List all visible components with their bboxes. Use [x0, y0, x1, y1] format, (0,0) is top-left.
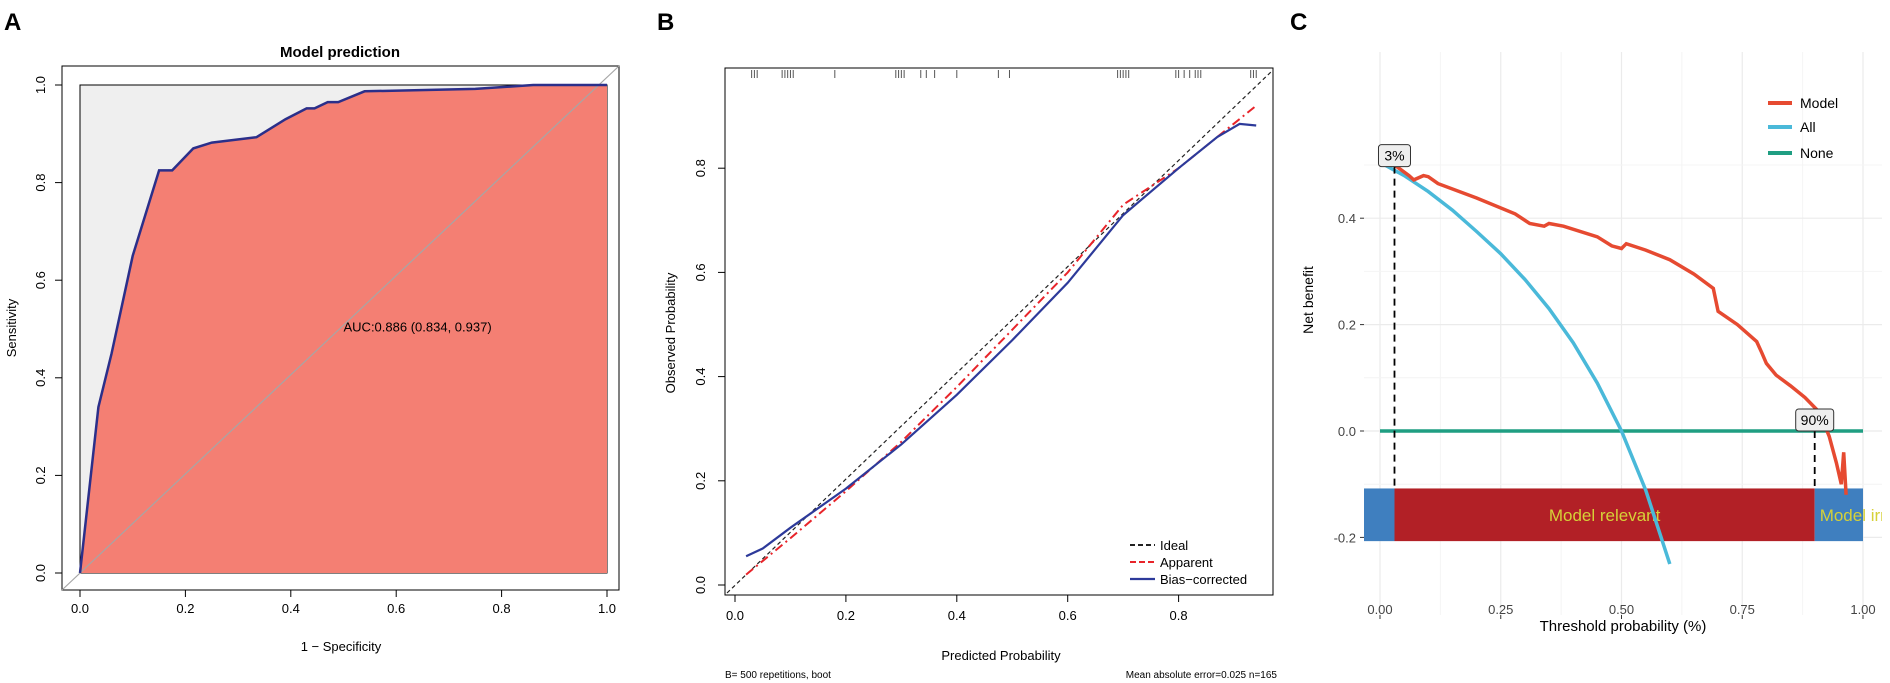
- calibration-x-tick-label: 0.0: [726, 608, 744, 623]
- roc-y-tick-label: 0.8: [33, 174, 48, 192]
- auc-annotation: AUC:0.886 (0.834, 0.937): [344, 319, 492, 334]
- calibration-x-tick-label: 0.6: [1059, 608, 1077, 623]
- roc-y-ticks: 0.0 0.2 0.4 0.6 0.8 1.0: [33, 76, 62, 582]
- roc-x-ticks: 0.0 0.2 0.4 0.6 0.8 1.0: [71, 590, 616, 616]
- model-line: [1393, 163, 1848, 495]
- calibration-y-tick-label: 0.8: [693, 159, 708, 177]
- calibration-x-ticks: 0.0 0.2 0.4 0.6 0.8: [726, 595, 1188, 623]
- all-line: [1383, 163, 1672, 565]
- threshold-text-3: 3%: [1384, 148, 1404, 164]
- calibration-y-tick-label: 0.2: [693, 472, 708, 490]
- dca-x-label: Threshold probability (%): [1540, 618, 1707, 635]
- roc-y-tick-label: 0.2: [33, 466, 48, 484]
- roc-x-tick-label: 1.0: [598, 601, 616, 616]
- roc-y-label: Sensitivity: [4, 298, 19, 357]
- legend-none-label: None: [1800, 145, 1834, 161]
- roc-x-label: 1 − Specificity: [301, 639, 382, 654]
- dca-y-tick-label: 0.4: [1338, 211, 1356, 226]
- calibration-y-tick-label: 0.6: [693, 263, 708, 281]
- band-model-relevant: [1394, 488, 1815, 542]
- roc-auc-area: [80, 85, 607, 573]
- calibration-y-ticks: 0.0 0.2 0.4 0.6 0.8: [693, 159, 725, 594]
- panel-a: A Model prediction 0.0 0.2 0.4 0.6 0.8 1.0 0.…: [4, 9, 620, 654]
- roc-diagonal: [61, 65, 620, 591]
- legend-ideal-label: Ideal: [1160, 538, 1188, 553]
- ideal-line: [726, 69, 1274, 594]
- calibration-y-label: Observed Probability: [663, 272, 678, 393]
- panel-letter-a: A: [4, 9, 21, 36]
- roc-y-tick-label: 1.0: [33, 76, 48, 94]
- band-irrelevant-left: [1364, 488, 1395, 542]
- calibration-x-tick-label: 0.8: [1170, 608, 1188, 623]
- roc-frame: [61, 65, 620, 591]
- threshold-label-3: 3%: [1377, 144, 1411, 168]
- calibration-footnote-right: Mean absolute error=0.025 n=165: [1126, 670, 1278, 681]
- panel-letter-c: C: [1290, 9, 1307, 36]
- calibration-x-label: Predicted Probability: [941, 648, 1061, 663]
- calibration-legend: Ideal Apparent Bias−corrected: [1130, 538, 1247, 587]
- panel-letter-b: B: [657, 9, 674, 36]
- legend-apparent-label: Apparent: [1160, 555, 1213, 570]
- dca-y-tick-label: -0.2: [1334, 530, 1356, 545]
- bias-corrected-line: [745, 122, 1257, 558]
- dca-x-tick-label: 0.75: [1730, 602, 1755, 617]
- threshold-label-90: 90%: [1795, 408, 1835, 432]
- calibration-footnote-left: B= 500 repetitions, boot: [725, 670, 831, 681]
- panel-b: B 0.0 0.2 0.4 0.6 0.8 0.0 0.2 0.4 0.6 0.8 Ideal …: [657, 9, 1277, 681]
- legend-bias-label: Bias−corrected: [1160, 572, 1247, 587]
- roc-curve: [78, 83, 607, 574]
- panel-c: C Model relevant Model irreleva 3% 90% 0…: [1290, 9, 1890, 635]
- threshold-text-90: 90%: [1801, 412, 1829, 428]
- band-irrelevant-label: Model irreleva: [1820, 506, 1890, 525]
- roc-y-tick-label: 0.0: [33, 564, 48, 582]
- roc-y-tick-label: 0.4: [33, 369, 48, 387]
- roc-title: Model prediction: [280, 44, 400, 61]
- legend-model-label: Model: [1800, 95, 1838, 111]
- roc-x-tick-label: 0.0: [71, 601, 89, 616]
- calibration-x-tick-label: 0.2: [837, 608, 855, 623]
- dca-legend: Model All None: [1768, 95, 1838, 161]
- legend-all-label: All: [1800, 119, 1816, 135]
- dca-y-ticks: -0.2 0.0 0.2 0.4: [1334, 211, 1364, 545]
- calibration-x-tick-label: 0.4: [948, 608, 966, 623]
- calibration-frame: [724, 67, 1274, 596]
- dca-x-tick-label: 0.50: [1609, 602, 1634, 617]
- band-model-irrelevant: [1814, 488, 1863, 542]
- roc-y-tick-label: 0.6: [33, 271, 48, 289]
- dca-y-tick-label: 0.2: [1338, 318, 1356, 333]
- dca-x-tick-label: 0.00: [1367, 602, 1392, 617]
- calibration-y-tick-label: 0.0: [693, 576, 708, 594]
- calibration-y-tick-label: 0.4: [693, 368, 708, 386]
- roc-x-tick-label: 0.6: [387, 601, 405, 616]
- dca-y-label: Net benefit: [1300, 266, 1316, 334]
- roc-x-tick-label: 0.8: [493, 601, 511, 616]
- roc-x-tick-label: 0.4: [282, 601, 300, 616]
- roc-x-tick-label: 0.2: [176, 601, 194, 616]
- threshold-box-90: [1795, 408, 1835, 432]
- rug-marks: [751, 70, 1257, 78]
- band-relevant-label: Model relevant: [1549, 506, 1661, 525]
- dca-x-ticks: 0.00 0.25 0.50 0.75 1.00: [1367, 602, 1876, 619]
- threshold-box-3: [1377, 144, 1411, 168]
- dca-plot-clip: Model relevant Model irreleva: [1364, 163, 1890, 565]
- dca-x-tick-label: 0.25: [1488, 602, 1513, 617]
- dca-x-tick-label: 1.00: [1850, 602, 1875, 617]
- dca-y-tick-label: 0.0: [1338, 424, 1356, 439]
